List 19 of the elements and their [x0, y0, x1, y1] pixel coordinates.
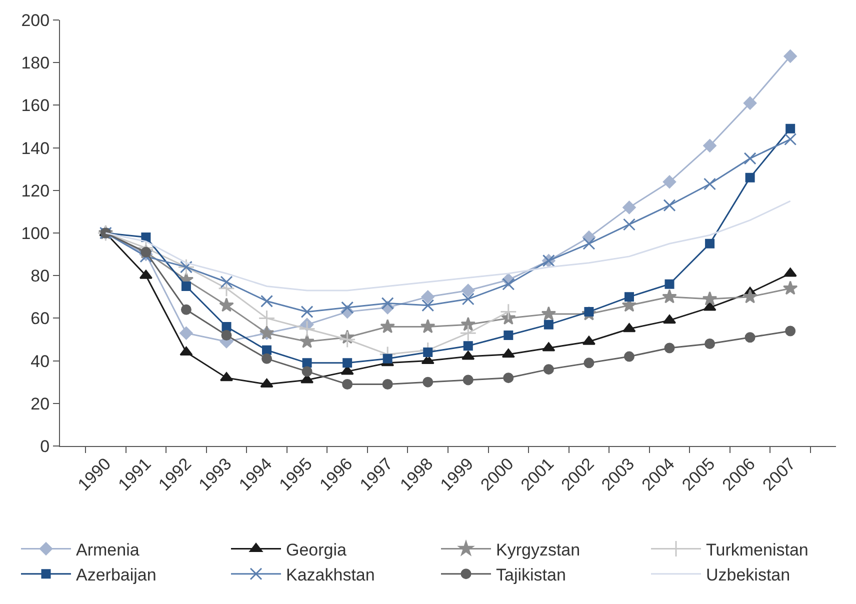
y-tick-label: 80 — [30, 266, 50, 286]
legend-label: Georgia — [286, 540, 348, 560]
y-tick-label: 140 — [21, 138, 50, 158]
y-tick-label: 20 — [30, 394, 50, 414]
legend-label: Kazakhstan — [286, 565, 375, 584]
legend-label: Turkmenistan — [706, 540, 808, 560]
y-tick-label: 40 — [30, 352, 50, 371]
y-tick-label: 180 — [21, 54, 50, 73]
y-tick-label: 60 — [30, 309, 50, 328]
legend-label: Azerbaijan — [76, 565, 156, 584]
y-tick-label: 160 — [21, 96, 50, 116]
y-tick-label: 200 — [21, 10, 50, 30]
legend-label: Tajikistan — [496, 565, 566, 584]
y-tick-label: 120 — [21, 181, 50, 200]
y-tick-label: 100 — [21, 224, 50, 243]
y-tick-label: 0 — [40, 436, 50, 456]
legend-label: Armenia — [76, 540, 140, 560]
legend-label: Uzbekistan — [706, 565, 790, 584]
legend-label: Kyrgyzstan — [496, 540, 580, 560]
